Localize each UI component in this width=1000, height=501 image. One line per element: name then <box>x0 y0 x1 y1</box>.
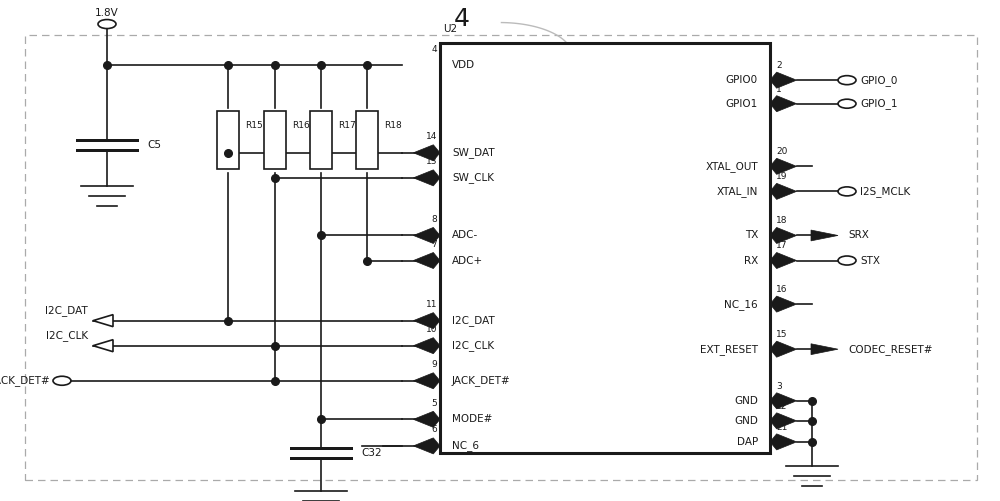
Text: GPIO_0: GPIO_0 <box>860 75 897 86</box>
Bar <box>440 43 770 453</box>
Polygon shape <box>770 434 797 450</box>
Text: 10: 10 <box>426 325 437 334</box>
Text: R16: R16 <box>292 121 310 130</box>
Polygon shape <box>811 230 838 241</box>
Text: 20: 20 <box>776 147 787 156</box>
Text: NC_16: NC_16 <box>724 299 758 310</box>
Bar <box>264 112 286 169</box>
Text: JACK_DET#: JACK_DET# <box>452 375 511 386</box>
Text: 17: 17 <box>776 241 788 250</box>
Text: 13: 13 <box>426 157 437 166</box>
Text: C5: C5 <box>147 140 161 150</box>
Text: 4: 4 <box>454 7 470 31</box>
Text: 6: 6 <box>431 425 437 434</box>
Polygon shape <box>770 393 797 409</box>
Text: 18: 18 <box>776 216 788 225</box>
Text: ADC-: ADC- <box>452 230 478 240</box>
Text: I2C_CLK: I2C_CLK <box>46 330 88 341</box>
Polygon shape <box>770 253 797 269</box>
Bar <box>310 112 332 169</box>
Polygon shape <box>413 313 440 329</box>
Polygon shape <box>770 227 797 243</box>
Text: SW_DAT: SW_DAT <box>452 147 495 158</box>
Text: I2S_MCLK: I2S_MCLK <box>860 186 910 197</box>
Polygon shape <box>413 253 440 269</box>
Polygon shape <box>413 338 440 354</box>
Text: R17: R17 <box>338 121 356 130</box>
Text: STX: STX <box>860 256 880 266</box>
Polygon shape <box>770 96 797 112</box>
Text: U2: U2 <box>443 24 457 34</box>
Text: VDD: VDD <box>452 60 475 70</box>
Text: XTAL_OUT: XTAL_OUT <box>705 161 758 172</box>
Polygon shape <box>811 344 838 355</box>
Text: RX: RX <box>744 256 758 266</box>
Text: I2C_DAT: I2C_DAT <box>452 315 495 326</box>
Polygon shape <box>413 438 440 454</box>
Polygon shape <box>413 145 440 161</box>
Text: 1: 1 <box>776 85 782 94</box>
Text: TX: TX <box>745 230 758 240</box>
Polygon shape <box>770 413 797 429</box>
Text: GPIO1: GPIO1 <box>726 99 758 109</box>
Polygon shape <box>413 411 440 427</box>
Text: 1.8V: 1.8V <box>95 8 119 18</box>
Polygon shape <box>413 227 440 243</box>
Text: I2C_CLK: I2C_CLK <box>452 340 494 351</box>
Text: XTAL_IN: XTAL_IN <box>717 186 758 197</box>
Polygon shape <box>770 158 797 174</box>
Text: 9: 9 <box>431 360 437 369</box>
Text: 21: 21 <box>776 423 787 432</box>
Text: ADC+: ADC+ <box>452 256 483 266</box>
Text: 16: 16 <box>776 285 788 294</box>
Text: 7: 7 <box>431 240 437 249</box>
Text: 19: 19 <box>776 172 788 181</box>
Text: GND: GND <box>734 396 758 406</box>
Text: C32: C32 <box>361 448 382 458</box>
Text: SRX: SRX <box>848 230 869 240</box>
Polygon shape <box>413 170 440 186</box>
Text: 5: 5 <box>431 399 437 408</box>
Text: 11: 11 <box>426 300 437 309</box>
Text: GPIO_1: GPIO_1 <box>860 98 898 109</box>
Polygon shape <box>770 341 797 357</box>
Text: SW_CLK: SW_CLK <box>452 172 494 183</box>
Text: 12: 12 <box>776 402 787 411</box>
Text: CODEC_RESET#: CODEC_RESET# <box>848 344 933 355</box>
Text: MODE#: MODE# <box>452 414 492 424</box>
Text: JACK_DET#: JACK_DET# <box>0 375 50 386</box>
Polygon shape <box>770 183 797 199</box>
Text: 14: 14 <box>426 132 437 141</box>
Text: GND: GND <box>734 416 758 426</box>
Text: NC_6: NC_6 <box>452 440 479 451</box>
Bar <box>217 112 239 169</box>
Polygon shape <box>770 296 797 312</box>
Text: R18: R18 <box>384 121 402 130</box>
Text: 3: 3 <box>776 382 782 391</box>
Bar <box>356 112 378 169</box>
Text: DAP: DAP <box>737 437 758 447</box>
Text: 4: 4 <box>431 45 437 54</box>
Text: R15: R15 <box>245 121 263 130</box>
Text: GPIO0: GPIO0 <box>726 75 758 85</box>
Text: 15: 15 <box>776 330 788 339</box>
Polygon shape <box>770 72 797 88</box>
Polygon shape <box>93 340 113 352</box>
Text: 8: 8 <box>431 215 437 224</box>
Text: 2: 2 <box>776 61 782 70</box>
Text: EXT_RESET: EXT_RESET <box>700 344 758 355</box>
Polygon shape <box>413 373 440 389</box>
Text: I2C_DAT: I2C_DAT <box>45 305 88 316</box>
Polygon shape <box>93 315 113 327</box>
